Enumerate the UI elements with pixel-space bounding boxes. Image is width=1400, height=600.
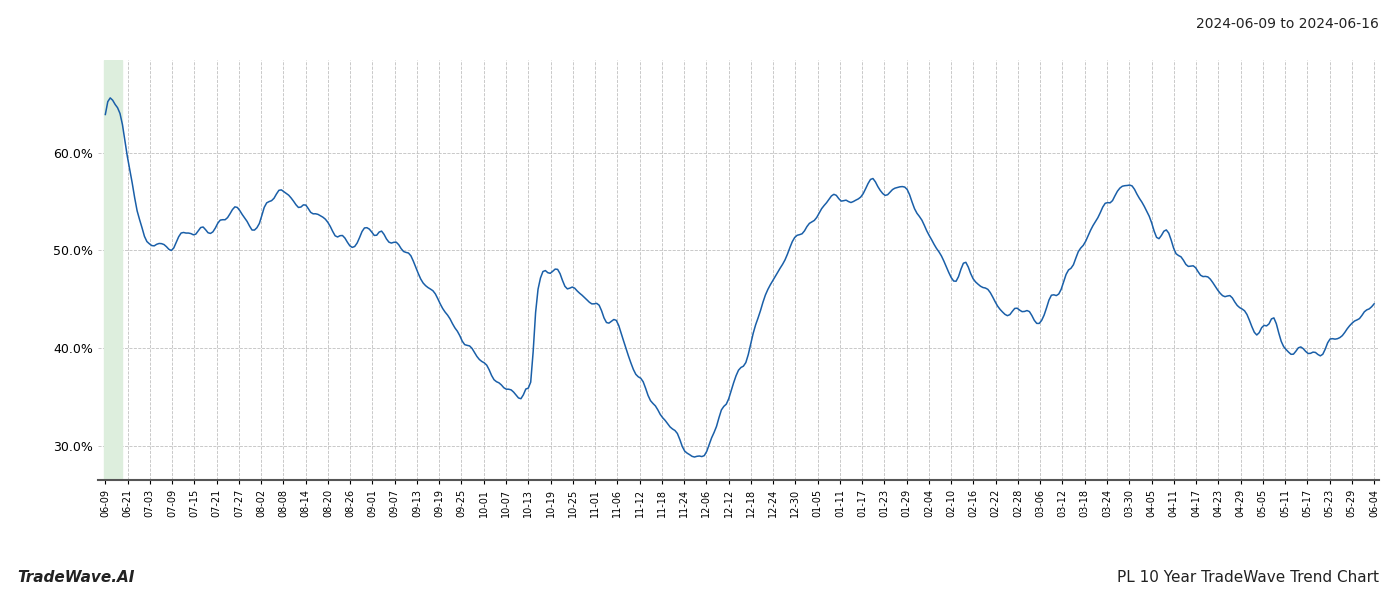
Text: TradeWave.AI: TradeWave.AI [17, 570, 134, 585]
Bar [104, 60, 122, 480]
Text: PL 10 Year TradeWave Trend Chart: PL 10 Year TradeWave Trend Chart [1117, 570, 1379, 585]
Text: 2024-06-09 to 2024-06-16: 2024-06-09 to 2024-06-16 [1196, 17, 1379, 31]
